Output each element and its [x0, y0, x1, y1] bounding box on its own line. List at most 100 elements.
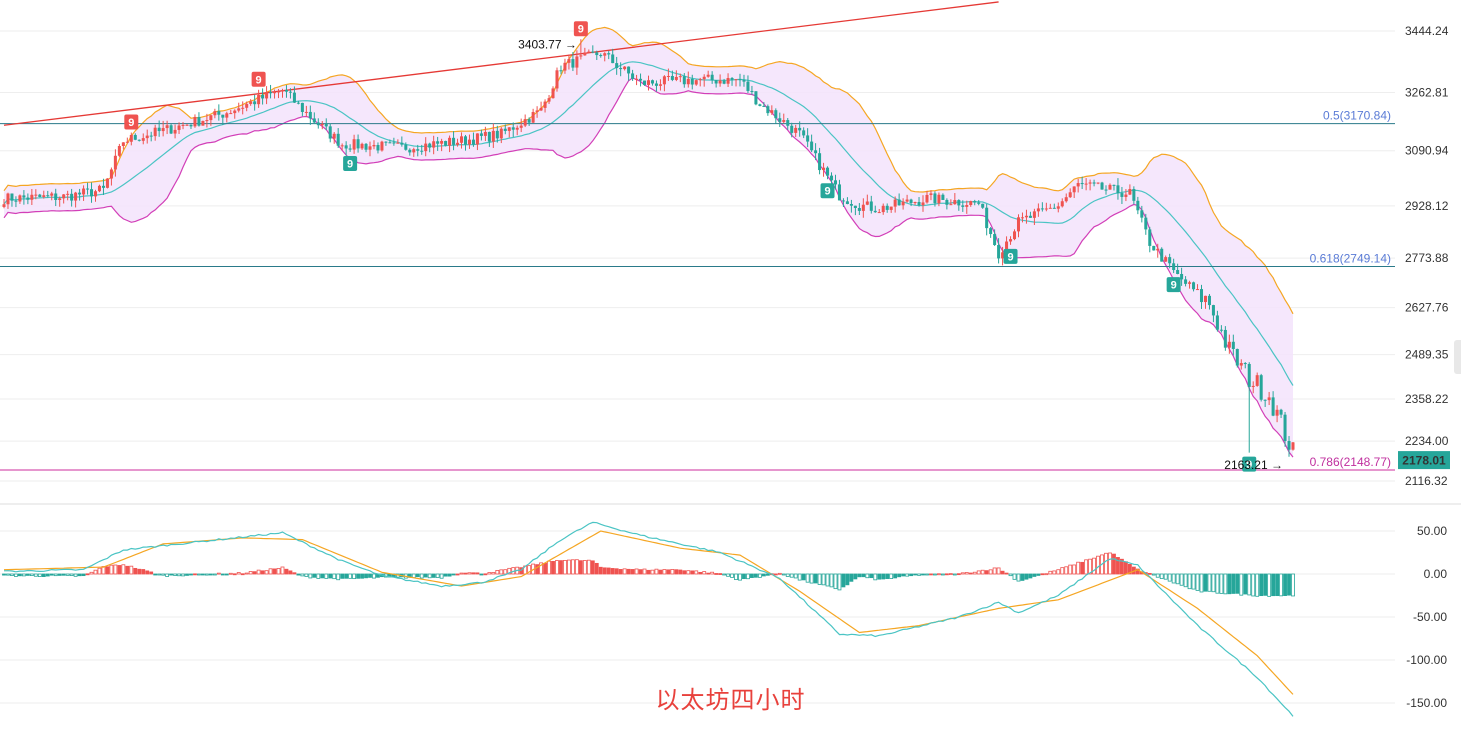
candle-body [38, 194, 42, 197]
candle-body [432, 141, 436, 148]
td9-mark: 9 [1166, 277, 1181, 293]
candle-body [619, 68, 623, 70]
macd-histogram-bar [1040, 573, 1045, 576]
candle-body [1080, 183, 1084, 185]
macd-histogram-bar [145, 570, 150, 575]
candle-body [678, 76, 682, 78]
candle-body [1263, 399, 1267, 401]
macd-histogram-bar [937, 573, 941, 576]
candle-body [658, 84, 662, 86]
candle-body [833, 180, 837, 185]
macd-histogram-bar [312, 573, 317, 578]
current-price-tag [1398, 451, 1450, 470]
macd-histogram-bar [905, 573, 910, 577]
candle-body [694, 80, 698, 85]
candle-body [933, 193, 937, 204]
candle-body [698, 79, 702, 81]
candle-body [97, 185, 101, 192]
candle-body [802, 130, 806, 136]
candle-body [822, 167, 826, 171]
resistance-trendline [3, 1, 999, 126]
macd-histogram-bar [125, 565, 130, 575]
macd-histogram-bar [340, 573, 345, 579]
macd-histogram-bar [570, 559, 575, 575]
side-panel-toggle[interactable] [1454, 340, 1461, 374]
candle-body [436, 141, 440, 144]
macd-histogram-bar [1123, 561, 1128, 575]
candle-body [1076, 183, 1080, 187]
macd-histogram-bar [2, 573, 6, 576]
macd-histogram-bar [996, 567, 1001, 575]
td9-label: 9 [1246, 459, 1252, 471]
macd-histogram-bar [630, 569, 635, 575]
macd-histogram-bar [10, 573, 14, 576]
macd-histogram-bar [77, 573, 82, 577]
candle-body [921, 202, 925, 206]
macd-histogram-bar [268, 568, 273, 575]
candle-body [937, 194, 941, 204]
candle-body [571, 59, 575, 68]
macd-histogram-bar [1024, 573, 1029, 580]
candle-body [579, 55, 583, 57]
macd-histogram-bar [435, 573, 440, 578]
band-fill [4, 27, 1293, 458]
candle-body [117, 145, 121, 156]
macd-histogram-bar [1211, 573, 1216, 593]
macd-histogram-bar [1048, 570, 1053, 575]
candle-body [945, 199, 949, 205]
td9-badge [343, 155, 358, 171]
price-annotations: 3403.77 → 2163.21 → [518, 38, 1283, 472]
candlesticks [2, 39, 1295, 457]
macd-tick-label: -150.00 [1406, 696, 1447, 710]
macd-histogram-bar [1171, 573, 1176, 584]
macd-histogram-bar [29, 573, 34, 576]
candle-body [965, 205, 969, 207]
candle-body [523, 119, 527, 126]
candle-body [6, 193, 10, 205]
macd-histogram-bar [901, 573, 906, 577]
macd-histogram-bar [1080, 561, 1085, 575]
macd-histogram-bar [487, 572, 492, 575]
macd-histogram-bar [634, 568, 639, 575]
candle-body [643, 80, 647, 85]
macd-histogram-bar [897, 573, 902, 578]
candle-body [1156, 248, 1160, 251]
candle-body [1005, 241, 1009, 253]
candle-body [300, 102, 304, 112]
candle-body [452, 137, 456, 145]
candle-body [70, 193, 74, 201]
macd-histogram-bar [220, 573, 225, 576]
candle-body [205, 120, 209, 122]
candle-body [1192, 282, 1196, 290]
candle-body [654, 83, 658, 86]
macd-histogram-bar [475, 572, 480, 575]
macd-histogram-bar [133, 567, 138, 575]
macd-histogram-bar [21, 573, 26, 577]
macd-histogram-bar [1076, 561, 1081, 575]
candle-body [1196, 289, 1200, 291]
candle-body [312, 118, 316, 123]
macd-histogram-bar [1243, 573, 1248, 595]
macd-histogram-bar [1012, 573, 1017, 580]
macd-histogram-bar [304, 573, 309, 577]
candle-body [977, 202, 981, 204]
td9-badge [1166, 277, 1181, 293]
macd-dif-line [3, 521, 1294, 717]
macd-histogram-bar [574, 559, 579, 575]
macd-histogram-bar [153, 573, 158, 576]
candle-body [376, 145, 380, 151]
candle-body [1255, 375, 1259, 386]
macd-histogram-bar [539, 562, 543, 575]
macd-histogram-bar [415, 573, 420, 578]
macd-histogram-bar [479, 573, 484, 576]
candle-body [348, 148, 352, 150]
macd-histogram-bar [690, 570, 695, 575]
candle-body [121, 142, 125, 146]
macd-histogram-bar [877, 573, 882, 580]
candle-body [456, 142, 460, 145]
candle-body [125, 141, 129, 143]
candle-body [670, 75, 674, 80]
candle-body [766, 106, 770, 114]
candle-body [161, 128, 165, 132]
